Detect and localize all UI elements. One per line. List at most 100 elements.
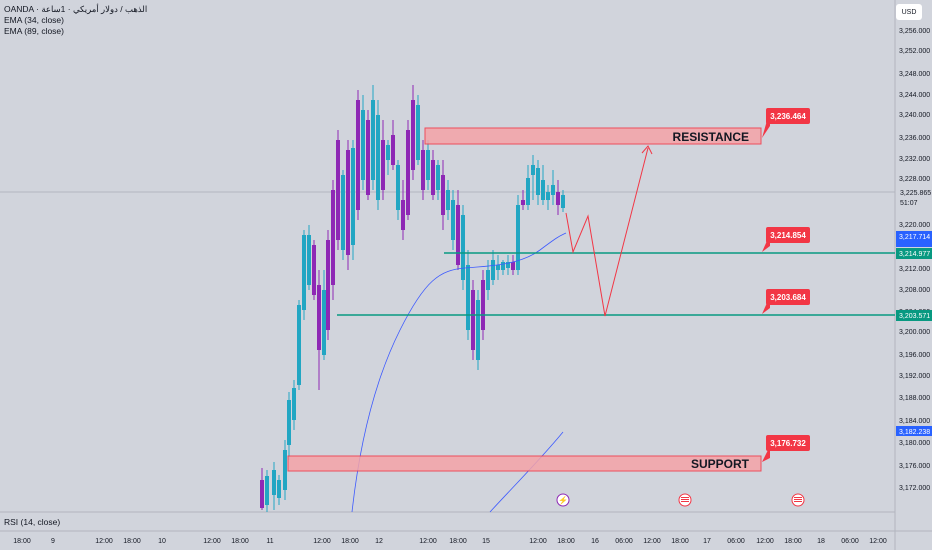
candles-group xyxy=(260,85,565,512)
support-label: SUPPORT xyxy=(691,457,750,471)
price-tick: 3,256.000 xyxy=(899,28,930,35)
candle-body xyxy=(456,205,460,265)
time-tick: 12 xyxy=(375,538,383,545)
candle-body xyxy=(297,305,301,385)
candle-body xyxy=(491,260,495,280)
candle-body xyxy=(287,400,291,445)
candle-body xyxy=(356,100,360,210)
time-tick: 12:00 xyxy=(203,538,221,545)
price-tick: 3,252.000 xyxy=(899,48,930,55)
ema34-legend[interactable]: EMA (34, close) xyxy=(4,15,64,25)
time-tick: 18:00 xyxy=(123,538,141,545)
price-tick: 3,220.000 xyxy=(899,222,930,229)
candle-body xyxy=(531,165,535,175)
support-price-callout: 3,176.732 xyxy=(762,435,810,462)
time-tick: 06:00 xyxy=(727,538,745,545)
time-tick: 17 xyxy=(703,538,711,545)
candle-body xyxy=(551,185,555,195)
symbol-title[interactable]: OANDA · الذهب / دولار أمريكي · 1ساعة xyxy=(4,4,148,14)
candle-body xyxy=(416,105,420,160)
svg-text:3,182.238: 3,182.238 xyxy=(899,429,930,436)
time-tick: 18:00 xyxy=(449,538,467,545)
candle-body xyxy=(307,235,311,285)
price-tick: 3,200.000 xyxy=(899,329,930,336)
ema34-price-tag: 3,217.714 xyxy=(896,231,932,241)
price-tick: 3,240.000 xyxy=(899,112,930,119)
time-tick: 06:00 xyxy=(615,538,633,545)
rsi-legend[interactable]: RSI (14, close) xyxy=(4,517,61,527)
candle-body xyxy=(496,265,500,270)
time-tick: 12:00 xyxy=(643,538,661,545)
candle-body xyxy=(511,262,515,270)
candle-body xyxy=(466,265,470,330)
candle-body xyxy=(331,190,335,285)
candle-body xyxy=(361,110,365,180)
time-tick: 18:00 xyxy=(13,538,31,545)
ema34-line xyxy=(351,232,567,513)
candle-body xyxy=(401,200,405,230)
candle-body xyxy=(336,140,340,240)
us-flag-event-icon-2[interactable] xyxy=(791,493,805,507)
candle-body xyxy=(451,200,455,240)
time-tick: 16 xyxy=(591,538,599,545)
level1-price-callout: 3,214.854 xyxy=(762,227,810,252)
us-flag-event-icon[interactable] xyxy=(678,493,692,507)
candle-body xyxy=(341,175,345,250)
candle-body xyxy=(396,165,400,210)
time-tick: 18:00 xyxy=(341,538,359,545)
candle-body xyxy=(312,245,316,295)
time-axis: 18:00 9 12:00 18:00 10 12:00 18:00 11 12:00 18:00… xyxy=(13,538,887,545)
candle-body xyxy=(556,192,560,205)
resistance-label: RESISTANCE xyxy=(673,130,749,144)
candle-body xyxy=(351,148,355,245)
candle-body xyxy=(486,270,490,290)
candle-body xyxy=(501,262,505,270)
candle-body xyxy=(371,100,375,180)
candle-body xyxy=(272,470,276,495)
candle-body xyxy=(302,235,306,310)
time-tick: 11 xyxy=(266,538,273,545)
candle-body xyxy=(292,388,296,420)
candle-body xyxy=(536,168,540,195)
current-price-tag: 3,225.865 51:07 xyxy=(896,186,932,208)
ema89-line xyxy=(489,431,564,513)
level2-price-tag: 3,203.571 xyxy=(896,310,932,321)
candle-body xyxy=(476,300,480,360)
price-tick: 3,184.000 xyxy=(899,418,930,425)
lightning-event-icon[interactable]: ⚡ xyxy=(556,493,570,507)
svg-text:3,217.714: 3,217.714 xyxy=(899,234,930,241)
candle-body xyxy=(277,480,281,498)
price-tick: 3,196.000 xyxy=(899,352,930,359)
ema89-legend[interactable]: EMA (89, close) xyxy=(4,26,64,36)
currency-button[interactable]: USD xyxy=(896,4,922,20)
resistance-price-callout: 3,236.464 xyxy=(762,108,810,138)
svg-text:3,203.571: 3,203.571 xyxy=(899,313,930,320)
svg-text:3,214.977: 3,214.977 xyxy=(899,251,930,258)
candle-body xyxy=(546,192,550,200)
candle-body xyxy=(376,115,380,200)
candle-body xyxy=(526,178,530,205)
time-tick: 9 xyxy=(51,538,55,545)
price-tick: 3,192.000 xyxy=(899,373,930,380)
time-tick: 12:00 xyxy=(529,538,547,545)
candle-body xyxy=(283,450,287,490)
candle-body xyxy=(516,205,520,270)
candle-body xyxy=(381,140,385,190)
time-tick: 18 xyxy=(817,538,825,545)
time-tick: 12:00 xyxy=(756,538,774,545)
price-tick: 3,176.000 xyxy=(899,463,930,470)
candle-body xyxy=(406,130,410,215)
resistance-zone xyxy=(424,127,762,145)
price-axis: 3,256.000 3,252.000 3,248.000 3,244.000 3,24… xyxy=(899,28,930,492)
projection-path xyxy=(565,147,649,317)
support-zone xyxy=(287,455,762,472)
svg-text:⚡: ⚡ xyxy=(558,495,568,505)
time-tick: 12:00 xyxy=(869,538,887,545)
time-tick: 10 xyxy=(158,538,166,545)
candle-body xyxy=(441,175,445,215)
candle-body xyxy=(265,476,269,505)
price-tick: 3,228.000 xyxy=(899,176,930,183)
candle-body xyxy=(322,290,326,355)
svg-text:3,203.684: 3,203.684 xyxy=(770,293,806,302)
